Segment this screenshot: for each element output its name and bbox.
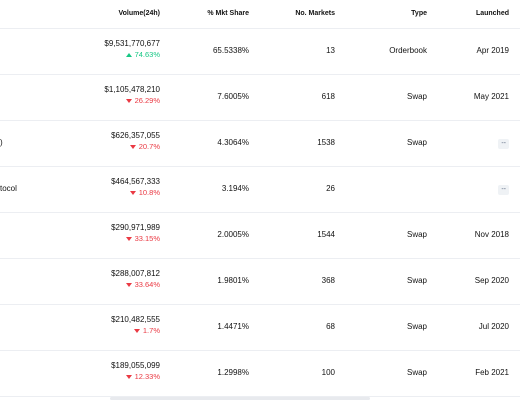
horizontal-scrollbar[interactable]: [110, 397, 370, 400]
launched-date: Feb 2021: [475, 368, 509, 377]
empty-value-badge: --: [498, 185, 509, 195]
launched-date: Nov 2018: [474, 230, 509, 239]
markets-count: 68: [326, 322, 335, 331]
markets-count: 1538: [317, 138, 335, 147]
volume-amount: $290,971,989: [111, 223, 160, 232]
exchange-type: Swap: [406, 276, 427, 285]
markets-count: 100: [321, 368, 335, 377]
markets-count: 26: [326, 184, 335, 193]
table-row[interactable]: $9,531,770,677 74.63% 65.5338% 13 Orderbook A…: [0, 28, 520, 75]
launched-date: Sep 2020: [474, 276, 509, 285]
table-row[interactable]: $210,482,555 1.7% 1.4471% 68 Swap Jul 2020: [0, 304, 520, 351]
exchange-name[interactable]: ): [0, 138, 3, 147]
volume-change: 20.7%: [111, 141, 160, 152]
volume-cell: $1,105,478,210 26.29%: [104, 84, 160, 106]
caret-down-icon: [125, 375, 132, 380]
volume-cell: $210,482,555 1.7%: [111, 314, 160, 336]
market-share: 65.5338%: [212, 46, 249, 55]
caret-down-icon: [125, 99, 132, 104]
table-row[interactable]: tocol $464,567,333 10.8% 3.194% 26 --: [0, 166, 520, 213]
volume-cell: $189,055,099 12.33%: [111, 360, 160, 382]
volume-amount: $189,055,099: [111, 361, 160, 370]
markets-count: 368: [321, 276, 335, 285]
volume-amount: $626,357,055: [111, 131, 160, 140]
change-percent: 26.29%: [134, 96, 160, 105]
market-share: 1.2998%: [217, 368, 249, 377]
change-percent: 33.64%: [134, 280, 160, 289]
volume-amount: $464,567,333: [111, 177, 160, 186]
caret-down-icon: [129, 191, 136, 196]
market-share: 1.4471%: [217, 322, 249, 331]
volume-change: 1.7%: [111, 325, 160, 336]
caret-up-icon: [125, 53, 132, 58]
exchange-type: Swap: [406, 368, 427, 377]
volume-cell: $464,567,333 10.8%: [111, 176, 160, 198]
caret-down-icon: [125, 237, 132, 242]
volume-change: 33.64%: [111, 279, 160, 290]
table-row[interactable]: $1,105,478,210 26.29% 7.6005% 618 Swap May 20…: [0, 74, 520, 121]
volume-change: 10.8%: [111, 187, 160, 198]
volume-amount: $9,531,770,677: [104, 39, 160, 48]
caret-down-icon: [133, 329, 140, 334]
launched-date: Jul 2020: [478, 322, 509, 331]
exchange-type: Swap: [406, 92, 427, 101]
change-percent: 1.7%: [142, 326, 160, 335]
market-share: 3.194%: [221, 184, 249, 193]
header-volume[interactable]: Volume(24h): [118, 10, 161, 17]
markets-count: 1544: [317, 230, 335, 239]
volume-amount: $1,105,478,210: [104, 85, 160, 94]
volume-change: 12.33%: [111, 371, 160, 382]
exchange-type: Swap: [406, 322, 427, 331]
header-launched[interactable]: Launched: [475, 10, 509, 17]
markets-count: 618: [321, 92, 335, 101]
table-row[interactable]: $189,055,099 12.33% 1.2998% 100 Swap Feb 2021: [0, 350, 520, 397]
volume-amount: $288,007,812: [111, 269, 160, 278]
caret-down-icon: [125, 283, 132, 288]
exchange-type: Swap: [406, 138, 427, 147]
change-percent: 74.63%: [134, 50, 160, 59]
launched-date: May 2021: [473, 92, 509, 101]
volume-change: 74.63%: [104, 49, 160, 60]
markets-count: 13: [326, 46, 335, 55]
volume-cell: $288,007,812 33.64%: [111, 268, 160, 290]
caret-down-icon: [129, 145, 136, 150]
volume-cell: $290,971,989 33.15%: [111, 222, 160, 244]
volume-change: 26.29%: [104, 95, 160, 106]
launched-date: --: [498, 138, 509, 149]
table-row[interactable]: $290,971,989 33.15% 2.0005% 1544 Swap Nov 201…: [0, 212, 520, 259]
header-type[interactable]: Type: [411, 10, 427, 17]
volume-cell: $9,531,770,677 74.63%: [104, 38, 160, 60]
header-no-markets[interactable]: No. Markets: [295, 10, 335, 17]
launched-date: --: [498, 184, 509, 195]
market-share: 1.9801%: [217, 276, 249, 285]
table-header: Volume(24h) % Mkt Share No. Markets Type…: [0, 0, 520, 29]
exchange-type: Swap: [406, 230, 427, 239]
launched-date: Apr 2019: [476, 46, 509, 55]
volume-change: 33.15%: [111, 233, 160, 244]
volume-cell: $626,357,055 20.7%: [111, 130, 160, 152]
change-percent: 10.8%: [138, 188, 160, 197]
exchange-type: Orderbook: [389, 46, 427, 55]
table-row[interactable]: $288,007,812 33.64% 1.9801% 368 Swap Sep 2020: [0, 258, 520, 305]
exchange-name[interactable]: tocol: [0, 184, 17, 193]
market-share: 4.3064%: [217, 138, 249, 147]
market-share: 7.6005%: [217, 92, 249, 101]
empty-value-badge: --: [498, 139, 509, 149]
volume-amount: $210,482,555: [111, 315, 160, 324]
change-percent: 33.15%: [134, 234, 160, 243]
market-share: 2.0005%: [217, 230, 249, 239]
header-market-share[interactable]: % Mkt Share: [207, 10, 249, 17]
change-percent: 12.33%: [134, 372, 160, 381]
change-percent: 20.7%: [138, 142, 160, 151]
table-row[interactable]: ) $626,357,055 20.7% 4.3064% 1538 Swap --: [0, 120, 520, 167]
